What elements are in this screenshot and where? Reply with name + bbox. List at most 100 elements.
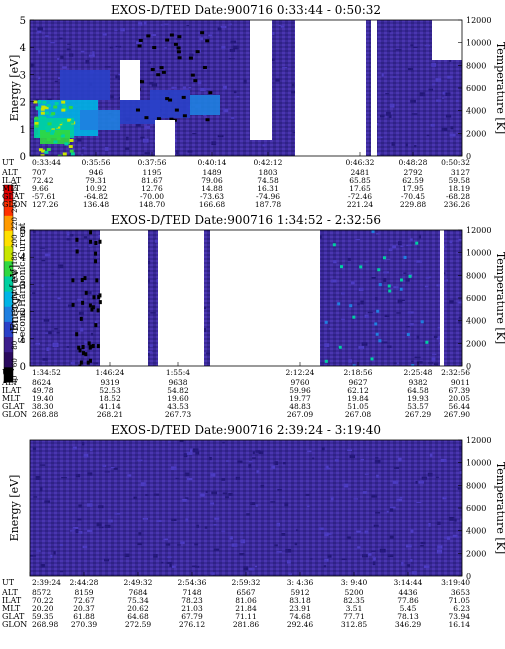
heatmap-cell	[35, 342, 41, 345]
heatmap-cell	[458, 238, 462, 241]
heatmap-cell	[61, 66, 68, 70]
heatmap-cell	[456, 100, 459, 102]
heatmap-cell	[45, 111, 50, 115]
row-label: GLON	[2, 620, 27, 629]
heatmap-cell	[449, 300, 454, 304]
heatmap-cell	[115, 75, 120, 79]
x-column-value: 5.45	[400, 604, 417, 613]
heatmap-cell	[87, 341, 91, 346]
y-tick-label: 3	[20, 70, 26, 81]
x-column-value: 8159	[74, 588, 93, 597]
heatmap-cell	[88, 245, 92, 247]
x-column-value: 77.71	[343, 612, 364, 621]
row-label: GLON	[2, 410, 27, 419]
y-tick-label: 4	[20, 43, 26, 54]
heatmap-cell	[366, 20, 371, 156]
heatmap-cell	[396, 362, 400, 364]
heatmap-cell	[445, 279, 448, 282]
data-gap	[100, 230, 148, 366]
heatmap-cell	[91, 344, 95, 349]
heatmap-cell	[57, 120, 62, 124]
heatmap-cell	[397, 299, 403, 304]
row-label: ALT	[1, 378, 18, 387]
heatmap-cell	[431, 357, 436, 362]
heatmap-cell	[143, 21, 147, 25]
heatmap-cell	[383, 256, 387, 260]
heatmap-cell	[389, 103, 395, 108]
heatmap-cell	[108, 519, 113, 523]
heatmap-cell	[92, 295, 96, 300]
colorbar-tick-label: 120	[11, 304, 19, 317]
heatmap-cell	[222, 492, 228, 495]
heatmap-cell	[37, 27, 43, 31]
heatmap-cell	[325, 467, 331, 470]
heatmap-cell	[60, 70, 110, 100]
heatmap-cell	[88, 303, 92, 308]
x-column-value: 2:18:56	[344, 368, 373, 377]
heatmap-cell	[431, 63, 436, 67]
colorbar-tick-label: 200	[11, 234, 19, 247]
heatmap-cell	[409, 323, 414, 326]
x-column-value: 5200	[344, 588, 363, 597]
heatmap-cell	[41, 259, 46, 262]
heatmap-cell	[307, 505, 310, 508]
heatmap-cell	[312, 457, 315, 460]
heatmap-cell	[92, 51, 95, 55]
heatmap-cell	[124, 553, 130, 558]
heatmap-cell	[78, 348, 82, 353]
heatmap-cell	[66, 238, 71, 241]
x-column-value: 41.14	[99, 402, 121, 411]
heatmap-cell	[35, 98, 39, 101]
x-column-value: 48.83	[289, 402, 311, 411]
x-column-value: 72.67	[73, 596, 95, 605]
heatmap-cell	[167, 440, 171, 443]
heatmap-cell	[41, 284, 44, 287]
heatmap-cell	[294, 542, 298, 546]
heatmap-cell	[61, 477, 67, 479]
x-column-value: 1:46:24	[96, 368, 125, 377]
heatmap-cell	[126, 136, 129, 141]
heatmap-cell	[138, 532, 142, 536]
heatmap-cell	[56, 137, 61, 141]
x-column-value: 53.57	[407, 402, 429, 411]
y2-tick-label: 6000	[466, 294, 486, 303]
x-column-value: 67.39	[449, 386, 471, 395]
heatmap-cell	[388, 248, 393, 251]
heatmap-cell	[188, 56, 193, 60]
heatmap-cell	[80, 110, 120, 130]
x-column-value: 268.98	[32, 620, 58, 629]
heatmap-cell	[360, 458, 364, 461]
heatmap-cell	[46, 147, 51, 151]
x-column-value: 1:34:52	[32, 368, 61, 377]
heatmap-cell	[447, 75, 453, 79]
heatmap-cell	[347, 449, 352, 452]
heatmap-cell	[339, 265, 343, 269]
heatmap-cell	[249, 567, 255, 571]
heatmap-cell	[274, 461, 279, 466]
x-column-value: 9760	[290, 378, 309, 387]
heatmap-cell	[276, 522, 281, 527]
x-column-value: 8572	[32, 588, 51, 597]
x-column-value: 19.77	[289, 394, 311, 403]
heatmap-cell	[78, 531, 83, 534]
heatmap-cell	[420, 541, 426, 545]
heatmap-cell	[72, 446, 77, 450]
heatmap-cell	[283, 462, 286, 465]
heatmap-body	[30, 20, 462, 156]
heatmap-cell	[411, 571, 417, 575]
heatmap-cell	[61, 100, 66, 104]
x-column-value: 74.68	[289, 612, 311, 621]
heatmap-cell	[370, 550, 377, 552]
heatmap-cell	[457, 487, 462, 490]
heatmap-cell	[46, 137, 51, 141]
heatmap-cell	[392, 76, 396, 78]
heatmap-cell	[393, 362, 397, 364]
heatmap-cell	[136, 41, 142, 45]
heatmap-cell	[173, 42, 178, 46]
heatmap-cell	[217, 134, 224, 138]
heatmap-cell	[37, 100, 42, 104]
heatmap-cell	[185, 518, 189, 522]
heatmap-cell	[399, 496, 403, 499]
panel-title: EXOS-D/TED Date:900716 2:39:24 - 3:19:40	[111, 423, 381, 437]
